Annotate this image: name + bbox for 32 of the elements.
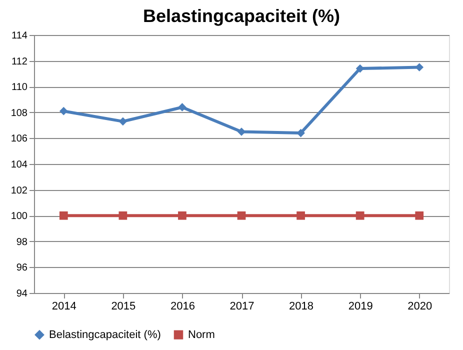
point	[178, 103, 186, 112]
point	[415, 211, 424, 220]
x-tick-label: 2019	[348, 300, 373, 312]
chart-title: Belastingcapaciteit (%)	[142, 6, 340, 26]
x-tick-label: 2015	[111, 300, 136, 312]
y-tick-label: 104	[10, 160, 28, 170]
point	[59, 106, 68, 116]
x-tick-label: 2018	[289, 300, 314, 312]
point	[118, 211, 128, 220]
y-tick-label: 114	[12, 30, 28, 42]
y-tick-label: 100	[10, 211, 28, 222]
point	[296, 211, 305, 220]
y-tick-label: 112	[12, 56, 28, 68]
point	[296, 128, 305, 138]
x-tick-label: 2017	[230, 300, 254, 312]
point	[178, 211, 186, 220]
y-tick-label: 94	[16, 288, 28, 300]
x-tick-label: 2016	[170, 300, 195, 312]
y-tick-label: 108	[10, 108, 28, 119]
point	[118, 117, 128, 126]
point	[356, 211, 364, 220]
x-tick-label: 2020	[408, 300, 432, 312]
legend-label: Norm	[188, 328, 215, 341]
point	[237, 211, 246, 220]
y-tick-label: 106	[10, 134, 28, 145]
y-tick-label: 102	[10, 185, 28, 196]
y-tick-label: 110	[12, 82, 28, 94]
point	[59, 211, 68, 220]
y-tick-label: 98	[16, 236, 28, 248]
x-tick-label: 2014	[52, 300, 76, 312]
legend-label: Belastingcapaciteit (%)	[49, 328, 161, 341]
y-tick-label: 96	[16, 262, 28, 274]
